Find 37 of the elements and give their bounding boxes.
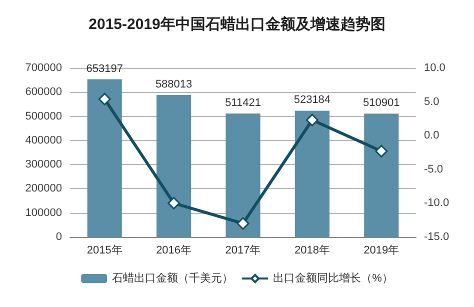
x-tick-label: 2015年 bbox=[86, 244, 122, 256]
bar bbox=[294, 110, 330, 237]
bar bbox=[156, 95, 192, 237]
data-label: 653197 bbox=[86, 62, 123, 75]
y-tick-label: 600000 bbox=[25, 86, 62, 98]
bar bbox=[226, 114, 260, 237]
bar bbox=[87, 79, 122, 237]
point bbox=[236, 217, 250, 230]
y-tick-label: 300000 bbox=[25, 158, 62, 171]
y2-tick-label: 0.0 bbox=[424, 130, 440, 142]
y-tick-label: 200000 bbox=[25, 182, 62, 195]
x-tick-label: 2016年 bbox=[156, 244, 192, 256]
data-label: 510901 bbox=[363, 97, 400, 110]
legend-label: 出口金额同比增长（%） bbox=[273, 272, 393, 284]
point bbox=[375, 144, 388, 158]
y-tick-label: 700000 bbox=[25, 62, 62, 74]
y-tick-label: 100000 bbox=[25, 206, 62, 219]
y-tick-label: 0 bbox=[56, 231, 62, 243]
y2-tick-label: -5.0 bbox=[424, 163, 443, 176]
x-tick-label: 2019年 bbox=[364, 244, 400, 256]
point bbox=[306, 114, 318, 126]
y2-tick-label: 10.0 bbox=[424, 62, 446, 74]
y2-tick-label: 5.0 bbox=[424, 96, 440, 108]
point bbox=[98, 92, 111, 106]
y-tick-label: 400000 bbox=[25, 134, 62, 146]
y2-tick-label: -15.0 bbox=[424, 231, 450, 243]
y-tick-label: 500000 bbox=[25, 110, 62, 122]
x-tick-label: 2018年 bbox=[294, 244, 330, 256]
x-tick-label: 2017年 bbox=[225, 244, 261, 256]
data-label: 523184 bbox=[294, 94, 331, 106]
chart-title: 2015-2019年中国石蜡出口金额及增速趋势图 bbox=[88, 15, 386, 33]
data-label: 588013 bbox=[155, 78, 192, 91]
data-label: 511421 bbox=[225, 97, 261, 110]
legend-label: 石蜡出口金额（千美元） bbox=[112, 272, 234, 284]
bar bbox=[364, 114, 399, 237]
y2-tick-label: -10.0 bbox=[424, 197, 450, 210]
point bbox=[168, 196, 180, 210]
